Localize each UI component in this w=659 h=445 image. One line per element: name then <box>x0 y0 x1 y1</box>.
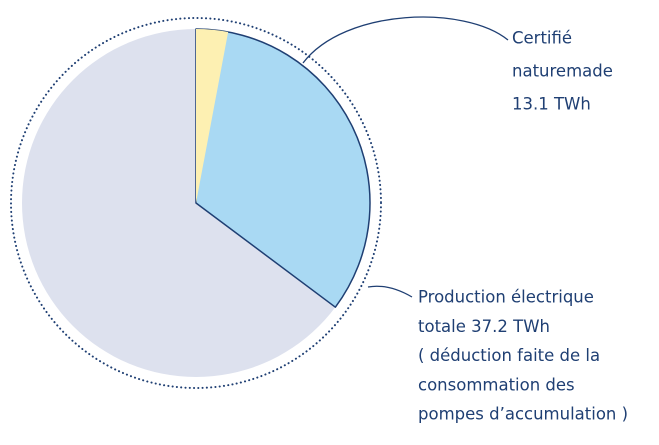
annotation: consommation des <box>418 375 575 394</box>
pie-slice <box>196 29 229 203</box>
outer-ring <box>10 17 382 389</box>
leader-line <box>302 16 509 64</box>
annotation: ( déduction faite de la <box>418 346 600 365</box>
annotation: totale 37.2 TWh <box>418 317 550 336</box>
pie-slice <box>195 28 371 308</box>
annotation: 13.1 TWh <box>512 95 591 114</box>
annotation: Certifié <box>512 29 572 48</box>
annotation: pompes d’accumulation ) <box>418 405 628 424</box>
annotation: Production électrique <box>418 288 594 307</box>
annotation: naturemade <box>512 62 613 81</box>
leader-line <box>367 285 413 298</box>
